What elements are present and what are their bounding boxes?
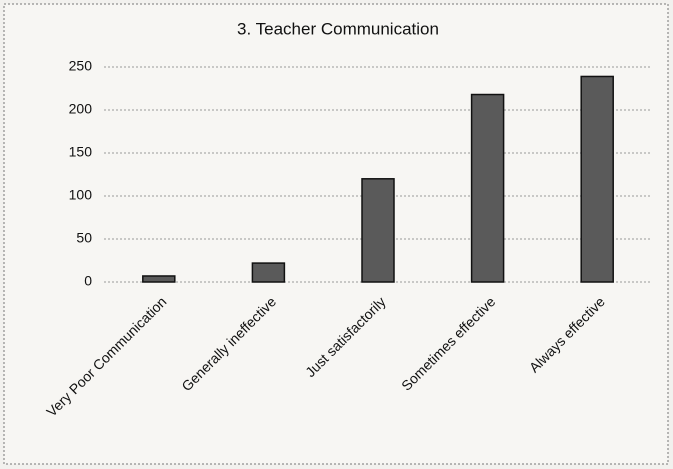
y-tick-label: 200 [69,101,93,117]
y-tick-label: 0 [84,273,92,289]
y-tick-label: 50 [76,230,92,246]
chart-title: 3. Teacher Communication [237,19,439,38]
bar [142,275,176,283]
bar [251,262,286,283]
y-tick-label: 100 [69,187,93,203]
y-tick-label: 250 [69,58,93,74]
y-tick-label: 150 [69,144,93,160]
bar [361,178,395,283]
chart-frame [3,3,669,465]
bar [470,93,505,283]
bar [580,75,614,283]
